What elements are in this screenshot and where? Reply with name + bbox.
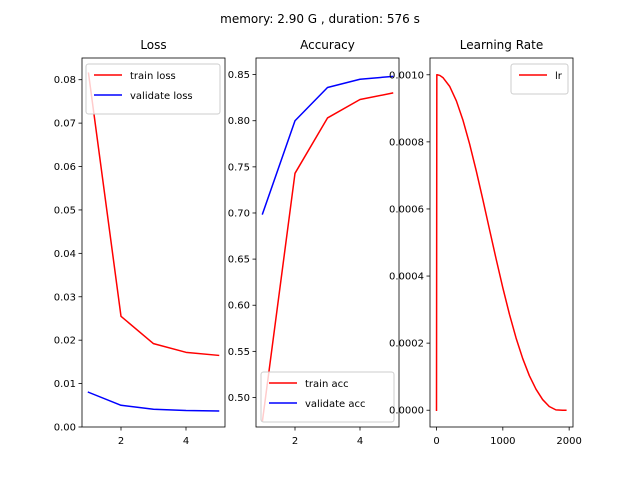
series-line xyxy=(435,74,567,411)
axes-frame xyxy=(81,57,226,428)
subplot-title: Learning Rate xyxy=(460,38,543,52)
y-tick-label: 0.70 xyxy=(228,208,250,219)
legend-label: validate acc xyxy=(305,399,365,410)
x-tick-label: 2 xyxy=(118,436,124,447)
y-tick-label: 0.50 xyxy=(228,393,250,404)
x-tick-label: 4 xyxy=(357,436,363,447)
legend: lr xyxy=(510,63,569,95)
y-tick-label: 0.65 xyxy=(228,255,250,266)
subplot-title: Accuracy xyxy=(300,38,355,52)
legend-label: train loss xyxy=(130,71,176,82)
legend-frame xyxy=(510,63,569,95)
y-tick-label: 0.0006 xyxy=(389,204,424,215)
series-line xyxy=(261,92,394,422)
y-tick-label: 0.05 xyxy=(54,205,76,216)
y-tick-label: 0.02 xyxy=(54,336,76,347)
x-tick-label: 2000 xyxy=(556,436,581,447)
series-line xyxy=(87,391,220,412)
subplot-title: Loss xyxy=(140,38,166,52)
series-line xyxy=(87,72,220,357)
y-tick-label: 0.08 xyxy=(54,75,76,86)
y-tick-label: 0.0010 xyxy=(389,70,424,81)
legend-frame xyxy=(85,63,221,115)
y-tick-label: 0.04 xyxy=(54,249,76,260)
y-tick-label: 0.75 xyxy=(228,162,250,173)
subplots: Loss 2 4 0.00 0.01 0.02 0.03 0.04 0.05 0.06 0.07 0.… xyxy=(54,38,582,447)
x-tick-label: 1000 xyxy=(490,436,515,447)
y-tick-label: 0.03 xyxy=(54,292,76,303)
subplot-3: Learning Rate 0 1000 2000 0.0000 0.0002 0.0004… xyxy=(389,38,582,447)
y-tick-label: 0.06 xyxy=(54,162,76,173)
y-tick-label: 0.80 xyxy=(228,116,250,127)
y-tick-label: 0.01 xyxy=(54,379,76,390)
legend-label: train acc xyxy=(305,379,349,390)
subplot-1: Loss 2 4 0.00 0.01 0.02 0.03 0.04 0.05 0.06 0.07 0.… xyxy=(54,38,226,447)
y-tick-label: 0.0004 xyxy=(389,272,424,283)
y-tick-label: 0.0000 xyxy=(389,406,424,417)
y-tick-label: 0.60 xyxy=(228,301,250,312)
x-tick-label: 2 xyxy=(292,436,298,447)
axes-frame xyxy=(255,57,400,428)
x-tick-label: 0 xyxy=(433,436,439,447)
axes-frame xyxy=(429,57,574,428)
y-tick-label: 0.55 xyxy=(228,347,250,358)
legend-label: validate loss xyxy=(130,91,193,102)
subplot-2: Accuracy 2 4 0.50 0.55 0.60 0.65 0.70 0.75 0.80 0.… xyxy=(228,38,400,447)
y-tick-label: 0.0002 xyxy=(389,339,424,350)
figure-suptitle: memory: 2.90 G , duration: 576 s xyxy=(220,12,420,26)
legend-label: lr xyxy=(555,71,563,82)
y-tick-label: 0.00 xyxy=(54,423,76,434)
y-tick-label: 0.85 xyxy=(228,70,250,81)
legend: train loss validate loss xyxy=(85,63,221,115)
y-tick-label: 0.07 xyxy=(54,119,76,130)
x-tick-label: 4 xyxy=(183,436,189,447)
legend-frame xyxy=(260,371,395,423)
legend: train acc validate acc xyxy=(260,371,395,423)
y-tick-label: 0.0008 xyxy=(389,137,424,148)
series-line xyxy=(261,75,394,215)
